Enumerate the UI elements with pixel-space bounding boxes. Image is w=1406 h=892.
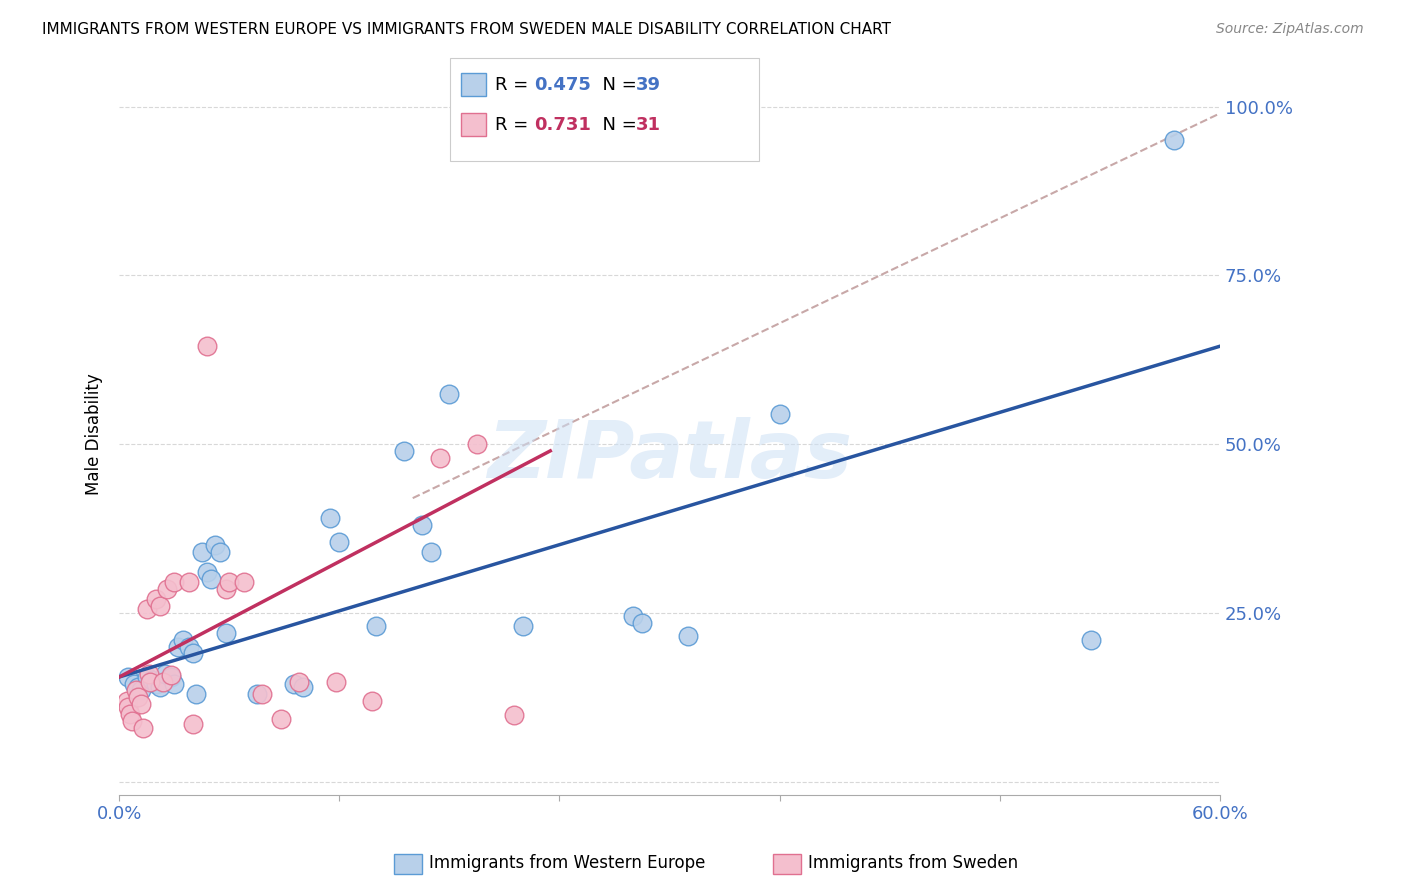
Point (195, 566, 218, 580)
Point (117, 670, 139, 684)
Text: N =: N = (591, 116, 643, 134)
Point (621, 609, 644, 624)
Point (676, 630, 699, 644)
Text: ZIPatlas: ZIPatlas (486, 417, 852, 495)
Point (328, 535, 350, 549)
Point (218, 575, 240, 590)
Point (149, 680, 172, 694)
Point (465, 437, 488, 451)
Text: Source: ZipAtlas.com: Source: ZipAtlas.com (1216, 22, 1364, 37)
Point (411, 518, 433, 533)
Point (233, 575, 256, 590)
Point (181, 717, 204, 731)
Point (172, 632, 194, 647)
Point (135, 670, 157, 684)
Point (195, 339, 218, 353)
Point (420, 545, 443, 559)
Point (138, 666, 160, 681)
Text: Immigrants from Western Europe: Immigrants from Western Europe (429, 855, 706, 872)
Point (200, 572, 222, 586)
Text: 0.731: 0.731 (534, 116, 591, 134)
Point (209, 545, 232, 559)
Point (319, 511, 342, 525)
Point (512, 619, 534, 633)
Point (129, 683, 152, 698)
Point (214, 582, 236, 597)
Point (246, 687, 269, 701)
Point (127, 680, 149, 694)
Point (1163, 133, 1185, 147)
Point (129, 697, 152, 711)
Point (132, 721, 155, 735)
Point (181, 646, 204, 660)
Point (152, 674, 174, 689)
Point (163, 676, 186, 690)
Point (288, 674, 311, 689)
Text: 0.475: 0.475 (534, 76, 591, 94)
Point (502, 708, 524, 723)
Point (361, 693, 384, 707)
Point (186, 687, 208, 701)
Point (631, 615, 654, 630)
Point (214, 626, 236, 640)
Text: IMMIGRANTS FROM WESTERN EUROPE VS IMMIGRANTS FROM SWEDEN MALE DISABILITY CORRELA: IMMIGRANTS FROM WESTERN EUROPE VS IMMIGR… (42, 22, 891, 37)
Point (270, 713, 292, 727)
Point (204, 538, 226, 552)
Text: N =: N = (591, 76, 643, 94)
Point (141, 673, 163, 688)
Point (252, 687, 274, 701)
Point (177, 640, 200, 654)
Point (159, 670, 181, 684)
Point (115, 693, 138, 707)
Point (139, 674, 162, 689)
Point (439, 386, 461, 401)
Point (125, 683, 148, 698)
Point (149, 599, 172, 613)
Point (167, 640, 190, 654)
Point (117, 700, 139, 714)
Point (364, 619, 387, 633)
Point (191, 545, 214, 559)
Point (768, 407, 790, 421)
Point (429, 450, 451, 465)
Point (283, 676, 305, 690)
Point (145, 676, 167, 690)
Point (159, 668, 181, 682)
Y-axis label: Male Disability: Male Disability (86, 373, 103, 495)
Text: R =: R = (495, 116, 534, 134)
Point (156, 582, 179, 597)
Text: 39: 39 (636, 76, 661, 94)
Point (135, 602, 157, 616)
Text: Immigrants from Sweden: Immigrants from Sweden (808, 855, 1018, 872)
Text: 31: 31 (636, 116, 661, 134)
Point (145, 592, 167, 607)
Point (121, 714, 143, 728)
Point (122, 676, 145, 690)
Text: R =: R = (495, 76, 534, 94)
Point (120, 707, 142, 722)
Point (153, 666, 176, 681)
Point (1080, 632, 1102, 647)
Point (392, 443, 415, 458)
Point (177, 575, 200, 590)
Point (325, 674, 347, 689)
Point (291, 680, 314, 694)
Point (163, 575, 186, 590)
Point (127, 690, 149, 705)
